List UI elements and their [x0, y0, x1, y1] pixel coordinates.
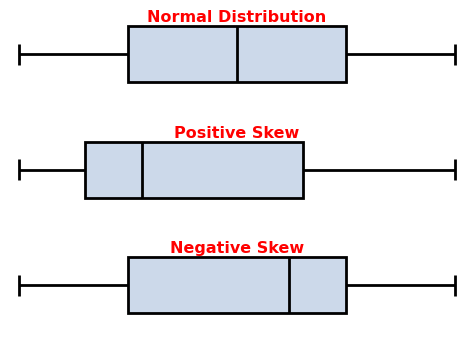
Text: Positive Skew: Positive Skew: [174, 126, 300, 140]
Text: Normal Distribution: Normal Distribution: [147, 10, 327, 25]
Bar: [85, 142, 303, 198]
Bar: [128, 257, 346, 313]
Bar: [128, 26, 346, 82]
Text: Negative Skew: Negative Skew: [170, 241, 304, 256]
